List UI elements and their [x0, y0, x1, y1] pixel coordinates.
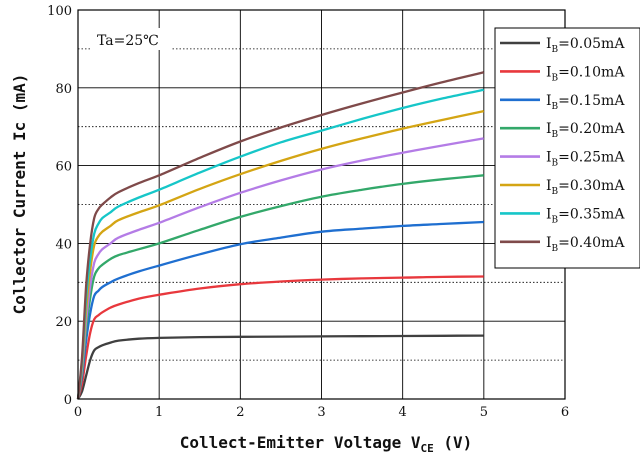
series-line-6: [76, 109, 485, 400]
x-axis-title-main: Collect-Emitter Voltage V: [180, 433, 421, 452]
legend-label-value: =0.15mA: [558, 93, 625, 109]
legend-label-symbol: I: [546, 150, 552, 166]
series-line-4: [76, 174, 484, 400]
legend-label-symbol: I: [546, 93, 552, 109]
legend-label-symbol: I: [546, 36, 552, 52]
legend-label-2: IB=0.10mA: [546, 64, 625, 83]
legend-label-7: IB=0.35mA: [546, 206, 625, 225]
legend-label-4: IB=0.20mA: [546, 121, 625, 140]
y-tick-label: 20: [55, 315, 72, 330]
legend-label-value: =0.20mA: [558, 121, 625, 137]
legend-label-1: IB=0.05mA: [546, 36, 625, 55]
legend-label-value: =0.35mA: [558, 206, 625, 222]
x-tick-label: 4: [399, 405, 407, 420]
y-tick-label: 80: [55, 82, 72, 97]
y-axis-title: Collector Current Ic (mA): [10, 74, 29, 315]
legend-label-subscript: B: [552, 45, 559, 55]
legend-label-subscript: B: [552, 102, 559, 112]
series-line-8: [76, 71, 485, 400]
series-line-3: [76, 220, 484, 400]
x-tick-label: 0: [74, 405, 82, 420]
legend: IB=0.05mAIB=0.10mAIB=0.15mAIB=0.20mAIB=0…: [494, 27, 640, 269]
x-tick-label: 6: [561, 405, 569, 420]
legend-label-subscript: B: [552, 244, 559, 254]
legend-label-6: IB=0.30mA: [546, 178, 625, 197]
x-tick-label: 2: [236, 405, 244, 420]
legend-label-value: =0.25mA: [558, 150, 625, 166]
legend-label-8: IB=0.40mA: [546, 235, 625, 254]
legend-label-symbol: I: [546, 235, 552, 251]
x-tick-label: 1: [155, 405, 163, 420]
x-tick-label: 5: [480, 405, 488, 420]
legend-label-value: =0.10mA: [558, 64, 625, 80]
legend-label-symbol: I: [546, 178, 552, 194]
series-line-1: [76, 334, 484, 400]
legend-label-subscript: B: [552, 187, 559, 197]
grid-lines: [78, 10, 565, 399]
legend-label-value: =0.40mA: [558, 235, 625, 251]
series-lines: [76, 71, 485, 400]
x-axis-title-sub: CE: [421, 442, 434, 455]
x-axis-title-unit: (V): [434, 433, 473, 452]
legend-label-symbol: I: [546, 121, 552, 137]
y-tick-label: 100: [47, 4, 72, 19]
legend-label-5: IB=0.25mA: [546, 150, 625, 169]
legend-label-symbol: I: [546, 206, 552, 222]
series-line-2: [76, 275, 484, 400]
legend-box: [494, 27, 640, 269]
series-line-7: [76, 88, 485, 400]
legend-label-subscript: B: [552, 73, 559, 83]
series-line-5: [76, 137, 484, 400]
x-tick-label: 3: [317, 405, 325, 420]
annotation-box: Ta=25℃: [91, 28, 171, 50]
x-axis-title: Collect-Emitter Voltage VCE (V): [180, 433, 473, 455]
legend-label-subscript: B: [552, 130, 559, 140]
temperature-annotation: Ta=25℃: [97, 33, 159, 49]
legend-label-subscript: B: [552, 159, 559, 169]
y-tick-label: 60: [55, 160, 72, 175]
legend-label-value: =0.05mA: [558, 36, 625, 52]
legend-label-value: =0.30mA: [558, 178, 625, 194]
legend-label-symbol: I: [546, 64, 552, 80]
y-tick-label: 40: [55, 237, 72, 252]
legend-label-subscript: B: [552, 215, 559, 225]
y-tick-label: 0: [64, 393, 72, 408]
legend-label-3: IB=0.15mA: [546, 93, 625, 112]
